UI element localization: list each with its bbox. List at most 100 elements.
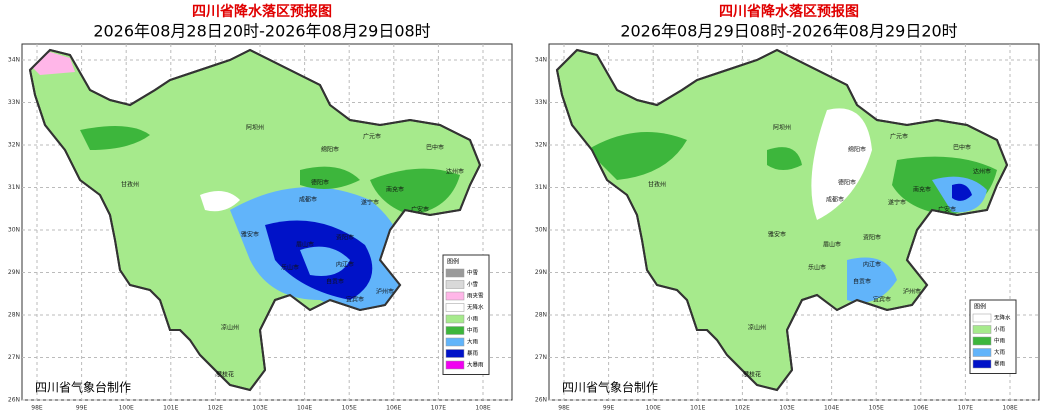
city-label: 南充市 <box>913 186 931 194</box>
city-label: 绵阳市 <box>848 146 866 154</box>
map-panel: 四川省降水落区预报图 2026年08月28日20时-2026年08月29日08时 3… <box>8 3 513 412</box>
map-panel: 四川省降水落区预报图 2026年08月29日08时-2026年08月29日20时 3… <box>535 3 1040 412</box>
city-label: 资阳市 <box>336 234 354 242</box>
legend-label: 小雨 <box>994 325 1006 333</box>
precip-area <box>300 246 350 276</box>
city-label: 攀枝花 <box>743 371 761 379</box>
lon-label: 103E <box>779 405 794 412</box>
precip-areas <box>587 108 997 303</box>
lon-label: 106E <box>913 405 928 412</box>
lat-label: 33N <box>8 99 20 106</box>
footer: 四川省气象台制作 <box>35 380 131 395</box>
lat-label: 29N <box>8 269 20 276</box>
lat-label: 31N <box>535 184 547 191</box>
lat-label: 32N <box>535 142 547 149</box>
legend-swatch <box>445 280 465 289</box>
legend-swatch <box>445 360 465 370</box>
legend-swatch <box>972 348 992 357</box>
city-label: 广安市 <box>411 206 429 214</box>
city-label: 凉山州 <box>221 324 239 332</box>
lon-label: 101E <box>163 405 178 412</box>
lon-label: 102E <box>208 405 223 412</box>
legend-label: 小雨 <box>467 315 479 323</box>
lat-label: 28N <box>8 312 20 319</box>
city-label: 巴中市 <box>426 144 444 152</box>
legend-swatch <box>445 303 465 312</box>
legend-label: 无降水 <box>467 303 484 311</box>
lat-label: 26N <box>8 397 20 404</box>
city-label: 泸州市 <box>903 288 921 296</box>
city-label: 乐山市 <box>808 264 826 272</box>
city-label: 达州市 <box>973 168 991 176</box>
lat-label: 30N <box>535 227 547 234</box>
lon-label: 107E <box>431 405 446 412</box>
precip-area <box>847 257 897 303</box>
legend-title: 图例 <box>974 303 986 311</box>
precip-area <box>80 126 150 150</box>
city-label: 雅安市 <box>768 231 786 239</box>
city-label: 宜宾市 <box>873 296 891 304</box>
map-title: 四川省降水落区预报图 <box>192 3 332 20</box>
legend-label: 小雪 <box>467 280 479 288</box>
lon-label: 108E <box>1002 405 1017 412</box>
legend-swatch <box>972 336 992 346</box>
legend-label: 暴雨 <box>467 350 479 357</box>
city-label: 甘孜州 <box>648 181 666 189</box>
legend-label: 暴雨 <box>994 361 1006 368</box>
precip-area <box>300 166 360 189</box>
city-label: 达州市 <box>446 168 464 176</box>
city-label: 自贡市 <box>326 278 344 286</box>
lon-label: 105E <box>869 405 884 412</box>
lon-label: 101E <box>690 405 705 412</box>
lat-label: 32N <box>8 142 20 149</box>
city-label: 阿坝州 <box>773 124 791 132</box>
legend-label: 大雨 <box>994 348 1006 356</box>
legend-swatch <box>445 349 465 358</box>
map-subtitle: 2026年08月29日08时-2026年08月29日20时 <box>620 22 957 41</box>
precip-area <box>200 191 240 212</box>
province-border <box>28 48 482 392</box>
precip-area <box>587 132 687 180</box>
legend-swatch <box>972 325 992 334</box>
city-label: 攀枝花 <box>216 371 234 379</box>
lat-label: 26N <box>535 397 547 404</box>
city-label: 宜宾市 <box>346 296 364 304</box>
city-label: 广元市 <box>890 133 908 141</box>
lat-label: 27N <box>8 354 20 361</box>
lat-label: 31N <box>8 184 20 191</box>
legend-swatch <box>445 337 465 347</box>
city-label: 眉山市 <box>823 241 841 249</box>
map-title: 四川省降水落区预报图 <box>719 3 859 20</box>
legend-label: 中雪 <box>467 269 479 277</box>
city-label: 广元市 <box>363 133 381 141</box>
lon-label: 99E <box>603 405 615 412</box>
lat-label: 29N <box>535 269 547 276</box>
legend-label: 大暴雨 <box>467 361 484 369</box>
city-label: 乐山市 <box>281 264 299 272</box>
city-label: 自贡市 <box>853 278 871 286</box>
legend-swatch <box>445 314 465 324</box>
legend-swatch <box>972 313 992 323</box>
legend-swatch <box>445 291 465 301</box>
lon-label: 104E <box>297 405 312 412</box>
lon-label: 100E <box>646 405 661 412</box>
lat-label: 28N <box>535 312 547 319</box>
lon-label: 105E <box>342 405 357 412</box>
lat-label: 34N <box>8 57 20 64</box>
precip-area <box>767 147 802 170</box>
city-label: 雅安市 <box>241 231 259 239</box>
city-label: 泸州市 <box>376 288 394 296</box>
lon-label: 104E <box>824 405 839 412</box>
legend-label: 大雨 <box>467 338 479 346</box>
lon-label: 98E <box>558 405 570 412</box>
city-label: 成都市 <box>826 196 844 204</box>
legend-title: 图例 <box>447 258 459 266</box>
lon-label: 108E <box>475 405 490 412</box>
legend-label: 无降水 <box>994 314 1011 322</box>
city-label: 遂宁市 <box>361 199 379 207</box>
city-label: 内江市 <box>863 261 881 269</box>
lat-label: 33N <box>535 99 547 106</box>
legend-label: 雨夹雪 <box>467 292 484 300</box>
